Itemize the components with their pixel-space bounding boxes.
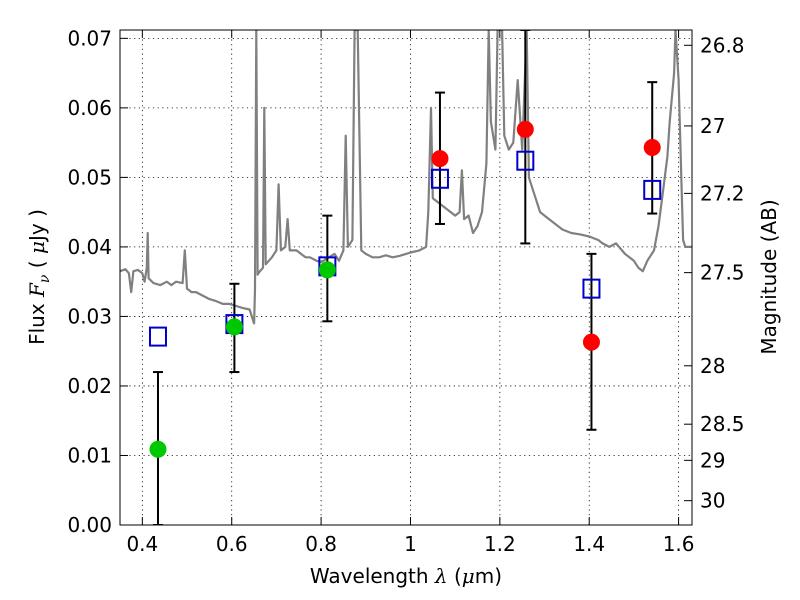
data-point	[431, 150, 449, 168]
data-point	[149, 440, 167, 458]
y2-tick-label: 28.5	[700, 412, 745, 436]
y-tick-label: 0.05	[67, 165, 112, 189]
model-square-point	[148, 326, 167, 347]
x-axis-title: Wavelength λ (μm)	[310, 564, 502, 588]
spectrum-line	[120, 30, 692, 325]
x-tick-label: 1.2	[484, 532, 516, 556]
y-tick-label: 0.02	[67, 374, 112, 398]
x-tick-label: 1	[404, 532, 417, 556]
data-point	[582, 333, 600, 351]
x-tick-label: 1.4	[573, 532, 605, 556]
y2-tick-label: 27	[700, 114, 725, 138]
y2-tick-label: 27.5	[700, 261, 745, 285]
y-tick-label: 0.00	[67, 513, 112, 537]
x-tick-label: 0.8	[305, 532, 337, 556]
y-tick-label: 0.03	[67, 304, 112, 328]
data-point	[318, 261, 336, 279]
y-tick-label: 0.07	[67, 26, 112, 50]
model-square-point	[582, 278, 601, 299]
x-tick-label: 0.6	[216, 532, 248, 556]
model-square-point	[516, 150, 535, 171]
y2-tick-label: 28	[700, 354, 725, 378]
y2-tick-label: 29	[700, 448, 725, 472]
model-square-point	[643, 179, 662, 200]
y2-tick-label: 27.2	[700, 181, 745, 205]
ticks: 0.4 0.6 0.8 1 1.2 1.4 1.6 0.00 0.01 0.02 0.03 0.04 0…	[67, 26, 744, 556]
model-square-point	[430, 168, 449, 189]
x-tick-label: 1.6	[663, 532, 695, 556]
y-axis-title: Flux Fν ( μJy )	[25, 209, 53, 345]
y2-tick-label: 30	[700, 489, 725, 513]
y2-axis-title: Magnitude (AB)	[757, 199, 781, 354]
y-tick-label: 0.01	[67, 443, 112, 467]
x-tick-label: 0.4	[126, 532, 158, 556]
y-tick-label: 0.04	[67, 235, 112, 259]
data-point	[516, 120, 534, 138]
data-point	[225, 318, 243, 336]
plot-area	[120, 30, 692, 525]
data-point	[643, 138, 661, 156]
plot-frame	[119, 29, 693, 526]
y2-tick-label: 26.8	[700, 33, 745, 57]
y-tick-label: 0.06	[67, 96, 112, 120]
